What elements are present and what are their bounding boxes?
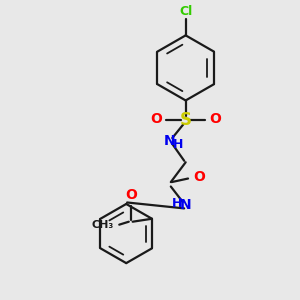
Text: H: H	[172, 197, 182, 210]
Text: H: H	[172, 138, 183, 151]
Text: N: N	[180, 198, 191, 212]
Text: O: O	[150, 112, 162, 126]
Text: O: O	[209, 112, 221, 126]
Text: Cl: Cl	[179, 4, 192, 18]
Text: O: O	[193, 170, 205, 184]
Text: S: S	[180, 111, 192, 129]
Text: O: O	[125, 188, 137, 203]
Text: N: N	[164, 134, 175, 148]
Text: CH₃: CH₃	[91, 220, 113, 230]
